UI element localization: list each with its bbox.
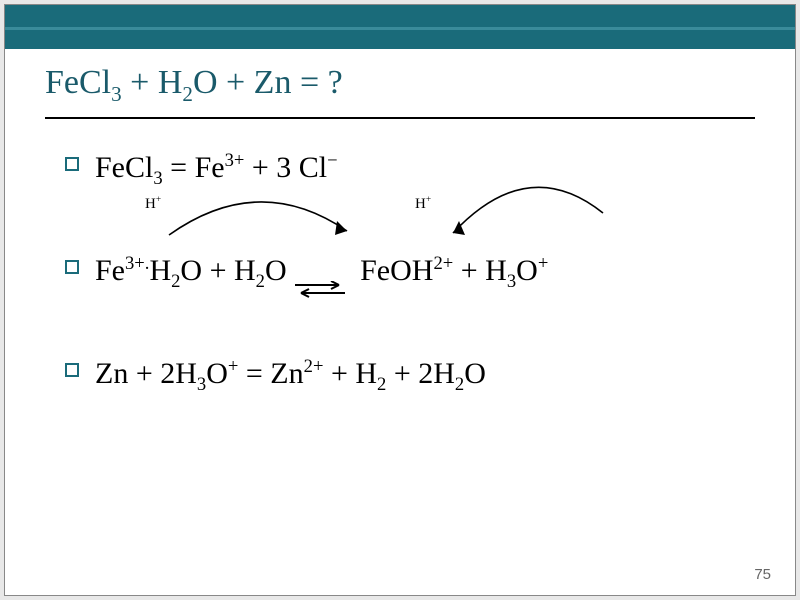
bullet-item-3: Zn + 2H3O+ = Zn2+ + H2 + 2H2O (65, 353, 755, 398)
bullet-item-1: FeCl3 = Fe3+ + 3 Cl− (65, 147, 755, 192)
slide-frame: FeCl3 + H2O + Zn = ? FeCl3 = Fe3+ + 3 Cl… (4, 4, 796, 596)
equation-zinc-reaction: Zn + 2H3O+ = Zn2+ + H2 + 2H2O (95, 353, 486, 398)
page-number: 75 (754, 566, 771, 583)
top-color-band (5, 5, 795, 49)
hplus-label-left: H+ (145, 195, 161, 213)
slide-title: FeCl3 + H2O + Zn = ? (45, 59, 755, 109)
bullet-marker-icon (65, 157, 79, 171)
title-underline (45, 117, 755, 119)
top-band-divider (5, 27, 795, 30)
equation-equilibrium: Fe3+.H2O + H2O FeOH2+ + H3O+ (95, 250, 548, 295)
bullet-list: FeCl3 = Fe3+ + 3 Cl− Fe3+.H2O + H2O FeOH… (45, 147, 755, 398)
equation-dissociation: FeCl3 = Fe3+ + 3 Cl− (95, 147, 338, 192)
bullet-marker-icon (65, 260, 79, 274)
bullet-marker-icon (65, 363, 79, 377)
slide-content: FeCl3 + H2O + Zn = ? FeCl3 = Fe3+ + 3 Cl… (45, 59, 755, 575)
slide-outer: FeCl3 + H2O + Zn = ? FeCl3 = Fe3+ + 3 Cl… (0, 0, 800, 600)
hplus-label-right: H+ (415, 195, 431, 213)
title-text: FeCl3 + H2O + Zn = ? (45, 64, 343, 101)
bullet-item-2: Fe3+.H2O + H2O FeOH2+ + H3O+ (65, 250, 755, 295)
